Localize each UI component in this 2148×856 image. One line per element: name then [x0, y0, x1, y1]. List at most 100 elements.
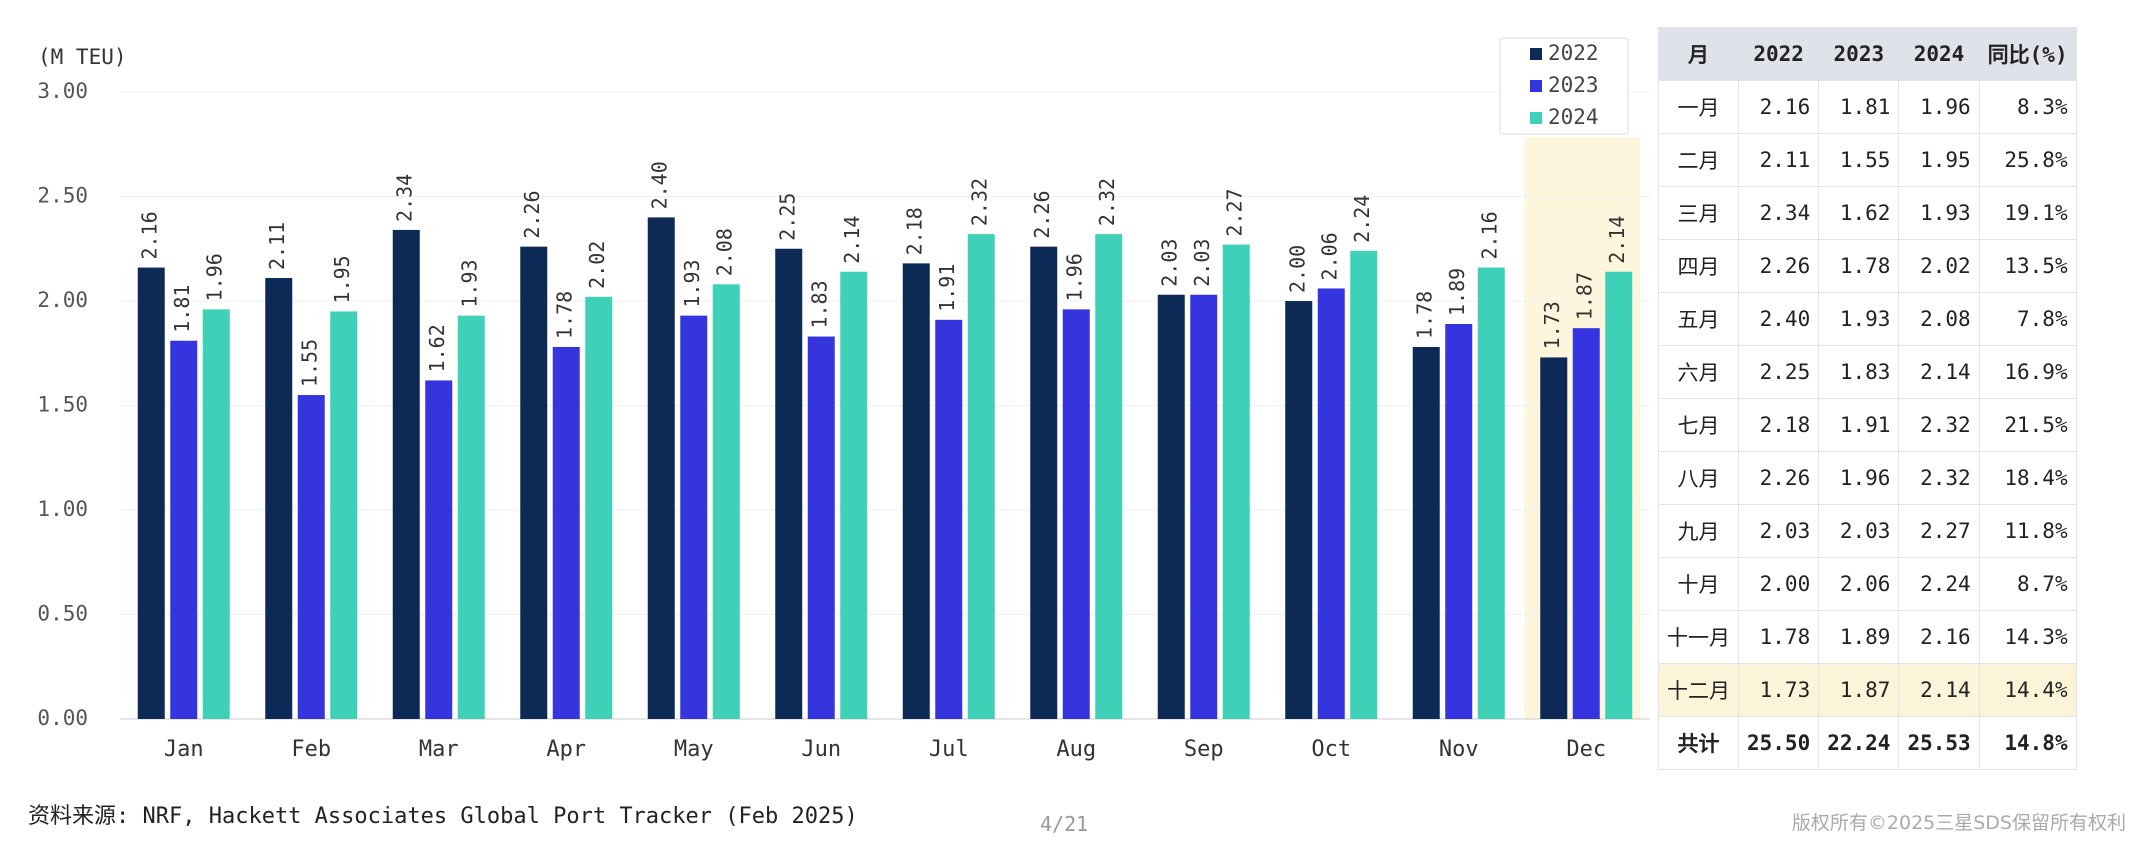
bar	[807, 336, 835, 719]
table-cell: 十二月	[1658, 663, 1739, 717]
y-tick-label: 1.00	[37, 497, 88, 521]
table-cell: 2.14	[1898, 345, 1980, 399]
table-cell: 2.16	[1737, 80, 1820, 134]
bar	[202, 309, 230, 719]
bar	[297, 395, 325, 719]
value-label: 1.91	[935, 264, 959, 312]
value-label: 2.00	[1285, 245, 1309, 293]
bar	[425, 380, 453, 719]
bar	[1445, 323, 1473, 719]
x-tick-label: Jan	[164, 737, 204, 762]
bar	[1540, 357, 1568, 719]
value-label: 1.95	[330, 255, 354, 303]
bar	[647, 217, 675, 719]
table-cell: 2.34	[1737, 186, 1820, 240]
table-cell: 2.24	[1898, 557, 1980, 611]
table-cell: 25.53	[1898, 716, 1980, 770]
y-axis-label: (M TEU)	[38, 45, 127, 69]
x-tick-label: Jul	[929, 737, 969, 762]
table-cell: 2.06	[1818, 557, 1900, 611]
table-cell: 九月	[1658, 504, 1739, 558]
table-cell: 2.40	[1737, 292, 1820, 346]
value-label: 1.73	[1540, 301, 1564, 349]
value-label: 2.18	[903, 207, 927, 255]
table-cell: 1.93	[1898, 186, 1980, 240]
value-label: 1.93	[680, 259, 704, 307]
table-cell: 2.32	[1898, 398, 1980, 452]
x-tick-label: Nov	[1439, 737, 1479, 762]
x-tick-label: Oct	[1311, 737, 1351, 762]
table-cell: 2.25	[1737, 345, 1820, 399]
table-row: 十一月 1.78 1.89 2.16 14.3%	[1658, 610, 2077, 664]
legend-label: 2023	[1548, 73, 1599, 97]
table-cell: 7.8%	[1978, 292, 2077, 346]
value-label: 2.34	[393, 174, 417, 222]
value-label: 2.03	[1158, 239, 1182, 287]
value-label: 2.11	[265, 222, 289, 270]
legend-swatch	[1530, 112, 1542, 124]
table-cell: 七月	[1658, 398, 1739, 452]
x-tick-label: Apr	[546, 737, 586, 762]
value-label: 2.32	[1095, 178, 1119, 226]
bar	[1350, 250, 1378, 719]
value-label: 1.83	[808, 280, 832, 328]
bar	[680, 315, 708, 719]
table-cell: 1.87	[1818, 663, 1900, 717]
value-label: 2.08	[713, 228, 737, 276]
y-tick-label: 0.00	[37, 706, 88, 730]
table-cell: 14.4%	[1978, 663, 2077, 717]
x-tick-label: Jun	[801, 737, 841, 762]
bar	[1157, 294, 1185, 719]
table-cell: 18.4%	[1978, 451, 2077, 505]
table-cell: 1.81	[1818, 80, 1900, 134]
table-cell: 14.3%	[1978, 610, 2077, 664]
legend-label: 2022	[1548, 41, 1599, 65]
value-label: 2.25	[775, 193, 799, 241]
bar	[1190, 294, 1218, 719]
bar	[330, 311, 358, 719]
bar	[902, 263, 930, 719]
table-cell: 2.08	[1898, 292, 1980, 346]
legend-label: 2024	[1548, 105, 1599, 129]
table-header-cell: 同比(%)	[1978, 27, 2077, 81]
value-label: 2.16	[138, 211, 162, 259]
table-cell: 十一月	[1658, 610, 1739, 664]
bar	[712, 284, 740, 719]
table-cell: 三月	[1658, 186, 1739, 240]
table-cell: 十月	[1658, 557, 1739, 611]
table-row: 共计 25.50 22.24 25.53 14.8%	[1658, 716, 2077, 770]
bar	[392, 229, 420, 719]
table-cell: 16.9%	[1978, 345, 2077, 399]
table-cell: 1.96	[1898, 80, 1980, 134]
value-label: 1.62	[425, 324, 449, 372]
table-cell: 二月	[1658, 133, 1739, 187]
table-row: 十二月 1.73 1.87 2.14 14.4%	[1658, 663, 2077, 717]
value-label: 2.16	[1478, 211, 1502, 259]
value-label: 1.96	[1063, 253, 1087, 301]
x-tick-label: May	[674, 737, 714, 762]
table-row: 三月 2.34 1.62 1.93 19.1%	[1658, 186, 2077, 240]
table-cell: 五月	[1658, 292, 1739, 346]
value-label: 2.06	[1318, 232, 1342, 280]
legend-box	[1499, 37, 1629, 135]
table-cell: 2.02	[1898, 239, 1980, 293]
table-row: 一月 2.16 1.81 1.96 8.3%	[1658, 80, 2077, 134]
table-cell: 25.50	[1737, 716, 1820, 770]
value-label: 1.89	[1445, 268, 1469, 316]
table-row: 二月 2.11 1.55 1.95 25.8%	[1658, 133, 2077, 187]
table-cell: 2.26	[1737, 451, 1820, 505]
table-cell: 8.7%	[1978, 557, 2077, 611]
bar	[552, 346, 580, 719]
table-header-cell: 2024	[1898, 27, 1980, 81]
bar	[137, 267, 165, 719]
x-tick-label: Sep	[1184, 737, 1224, 762]
bar	[170, 340, 198, 719]
value-label: 1.78	[1413, 291, 1437, 339]
legend-swatch	[1530, 80, 1542, 92]
table-cell: 25.8%	[1978, 133, 2077, 187]
table-cell: 13.5%	[1978, 239, 2077, 293]
table-cell: 1.91	[1818, 398, 1900, 452]
bar	[1317, 288, 1345, 719]
bar	[967, 234, 995, 719]
x-tick-label: Dec	[1566, 737, 1606, 762]
